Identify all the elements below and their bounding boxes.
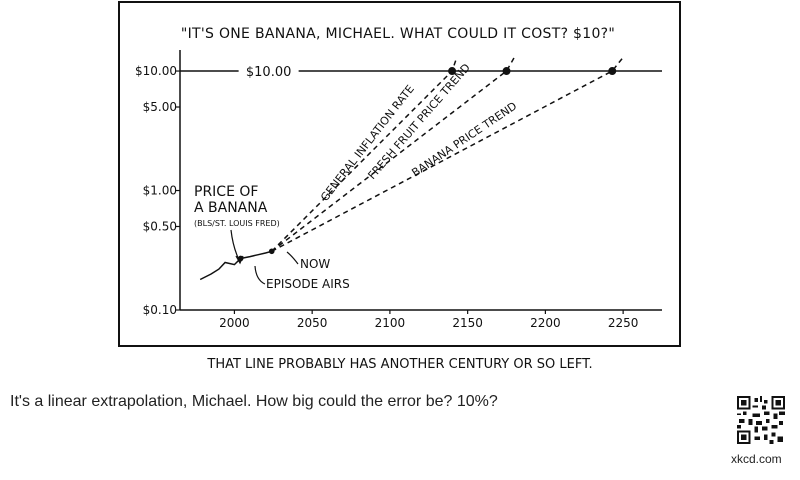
y-tick-label: $10.00 bbox=[135, 64, 177, 78]
annotation-arrow-now bbox=[286, 251, 299, 265]
alt-text: It's a linear extrapolation, Michael. Ho… bbox=[10, 393, 498, 410]
x-tick-label: 2050 bbox=[297, 316, 328, 330]
ten-dollar-label: $10.00 bbox=[246, 65, 292, 80]
x-tick-label: 2200 bbox=[530, 316, 561, 330]
qr-code-icon[interactable] bbox=[736, 396, 786, 444]
series-line bbox=[199, 250, 272, 281]
x-tick-label: 2150 bbox=[452, 316, 483, 330]
data-point bbox=[448, 67, 457, 76]
annotation-episode: EPISODE AIRS bbox=[266, 277, 350, 291]
comic-caption: THAT LINE PROBABLY HAS ANOTHER CENTURY O… bbox=[206, 357, 592, 372]
y-tick-label: $0.10 bbox=[143, 303, 177, 317]
series-line bbox=[271, 57, 515, 252]
panel-border bbox=[118, 1, 681, 347]
chart-title: "IT'S ONE BANANA, MICHAEL. WHAT COULD IT… bbox=[181, 26, 615, 42]
series-line bbox=[271, 56, 624, 252]
annotation-arrow-episode bbox=[254, 265, 266, 285]
data-point bbox=[268, 248, 275, 255]
y-tick-label: $0.50 bbox=[143, 219, 177, 233]
y-tick-label: $5.00 bbox=[143, 100, 177, 114]
annotation-arrow-price bbox=[230, 229, 241, 263]
ten-dollar-label-gap bbox=[238, 63, 299, 80]
site-link[interactable]: xkcd.com bbox=[731, 452, 782, 466]
annotation-source: (BLS/ST. LOUIS FRED) bbox=[194, 219, 280, 228]
data-point bbox=[502, 67, 511, 76]
annotation-a-banana: A BANANA bbox=[194, 200, 268, 216]
x-tick-label: 2000 bbox=[219, 316, 250, 330]
y-tick-label: $1.00 bbox=[143, 184, 177, 198]
annotation-arrow-price-head bbox=[235, 255, 244, 265]
data-point bbox=[608, 67, 617, 76]
x-tick-label: 2100 bbox=[375, 316, 406, 330]
annotation-price-of: PRICE OF bbox=[194, 184, 258, 200]
annotation-now: NOW bbox=[300, 257, 330, 271]
x-tick-label: 2250 bbox=[608, 316, 639, 330]
